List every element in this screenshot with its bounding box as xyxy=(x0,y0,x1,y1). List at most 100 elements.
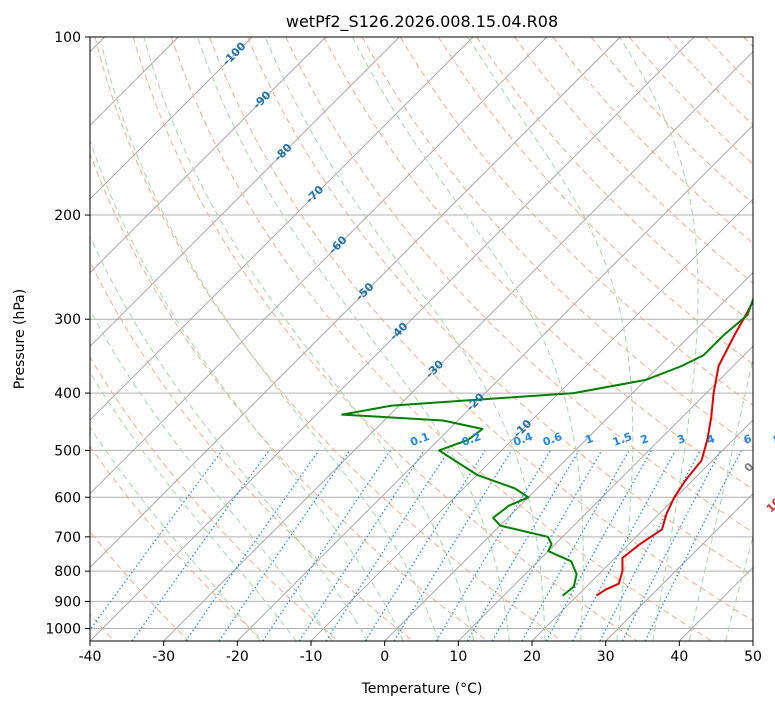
axes-layer: -40 -30 -20 -10 0 10 20 30 40 5010020030040050060… xyxy=(45,30,762,665)
chart-title: wetPf2_S126.2026.008.15.04.R08 xyxy=(286,12,558,32)
x-tick-label: -40 xyxy=(79,649,102,665)
moist-adiabat-line xyxy=(619,37,699,641)
x-tick-label: -30 xyxy=(152,649,175,665)
mixing-ratio-label: 0.4 xyxy=(512,430,535,449)
dry-adiabat-line xyxy=(90,356,339,641)
mixing-ratio-label: 8 xyxy=(771,432,775,447)
isotherm-label: -60 xyxy=(326,233,349,256)
moist-adiabat-line xyxy=(197,37,510,641)
isotherm-line xyxy=(237,124,753,641)
plot-frame xyxy=(89,36,754,642)
dry-adiabat-line xyxy=(705,37,753,87)
mixing-ratio-line xyxy=(599,450,701,641)
moist-adiabat-line xyxy=(143,37,475,641)
y-tick-label: 900 xyxy=(54,594,81,610)
dry-adiabat-line xyxy=(94,37,563,641)
isotherm-label: -30 xyxy=(423,357,446,380)
dry-adiabat-line xyxy=(132,37,638,641)
isotherm-line xyxy=(605,493,753,641)
dewpoint-profile-line xyxy=(341,296,753,597)
background-lines-layer xyxy=(90,37,753,641)
dry-adiabat-line xyxy=(323,37,753,491)
mixing-ratio-label: 0.1 xyxy=(408,430,431,449)
mixing-ratio-label: 3 xyxy=(676,432,688,447)
dry-adiabat-line xyxy=(285,37,753,534)
y-tick-label: 800 xyxy=(54,564,81,580)
isotherm-line xyxy=(90,37,326,274)
mixing-ratio-label: 0.6 xyxy=(541,430,564,449)
mixing-ratio-label: 1 xyxy=(583,432,595,447)
mixing-ratio-label: 0.2 xyxy=(460,430,483,449)
isotherm-line xyxy=(679,566,753,641)
mixing-ratio-line xyxy=(521,450,630,641)
grid-layer xyxy=(90,36,753,629)
moist-adiabat-line xyxy=(467,37,634,641)
dry-adiabat-line xyxy=(90,445,264,641)
isotherm-line xyxy=(90,37,621,568)
mixing-ratio-line xyxy=(435,450,552,641)
isotherm-label: -80 xyxy=(271,141,294,164)
dry-adiabat-line xyxy=(90,152,488,641)
isotherm-line xyxy=(163,51,753,641)
moist-adiabat-line xyxy=(90,138,404,641)
x-tick-label: 30 xyxy=(597,649,615,665)
isotherm-line xyxy=(458,345,753,641)
mixing-ratio-line xyxy=(325,450,450,641)
isotherm-label: -100 xyxy=(220,39,249,68)
moist-adiabat-line xyxy=(90,426,261,641)
isotherm-line xyxy=(90,37,400,347)
moist-adiabat-line xyxy=(688,355,753,641)
x-tick-label: -20 xyxy=(226,649,249,665)
y-tick-label: 500 xyxy=(54,443,81,459)
y-tick-label: 400 xyxy=(54,386,81,402)
dry-adiabat-line xyxy=(170,37,712,641)
mixing-ratio-line xyxy=(298,450,425,641)
isotherm-line xyxy=(531,419,753,641)
dry-adiabat-line xyxy=(247,37,753,577)
x-tick-label: -10 xyxy=(300,649,323,665)
mixing-ratio-line xyxy=(90,450,223,631)
isotherm-label: -50 xyxy=(353,280,376,303)
moist-adiabat-line xyxy=(264,37,546,641)
x-tick-label: 0 xyxy=(380,649,389,665)
mixing-ratio-line xyxy=(218,450,351,641)
dry-adiabat-line xyxy=(209,37,753,622)
y-tick-label: 100 xyxy=(54,30,81,46)
moist-adiabat-line xyxy=(725,534,753,641)
mixing-ratio-label: 4 xyxy=(705,432,717,447)
mixing-ratio-line xyxy=(262,450,391,641)
isotherm-line xyxy=(752,640,753,641)
y-axis-title: Pressure (hPa) xyxy=(12,289,28,389)
dry-adiabat-line xyxy=(90,260,414,641)
dry-adiabat-line xyxy=(743,37,753,48)
dry-adiabat-line xyxy=(90,530,190,641)
isotherm-line xyxy=(384,272,753,641)
moist-adiabat-label: 0 xyxy=(742,460,757,475)
moist-adiabat-line xyxy=(90,309,333,641)
moist-adiabat-line xyxy=(90,371,297,641)
isotherm-line xyxy=(90,37,253,200)
dry-adiabat-line xyxy=(590,37,753,205)
isotherm-label: -40 xyxy=(387,320,410,343)
line-labels-layer: -100-90-80-70-60-50-40-30-20-100.1 0.2 0.4… xyxy=(220,39,775,515)
mixing-ratio-label: 1.5 xyxy=(611,430,634,449)
y-tick-label: 300 xyxy=(54,312,81,328)
mixing-ratio-line xyxy=(131,450,270,641)
isotherm-label: -90 xyxy=(250,88,273,111)
mixing-ratio-label: 6 xyxy=(742,432,754,447)
temperature-profile-line xyxy=(595,298,753,597)
y-tick-label: 600 xyxy=(54,490,81,506)
y-tick-label: 1000 xyxy=(45,621,81,637)
isotherm-label: -20 xyxy=(464,390,487,413)
mixing-ratio-line xyxy=(644,450,743,641)
mixing-ratio-line xyxy=(545,450,652,641)
mixing-ratio-line xyxy=(185,450,320,641)
dry-adiabat-line xyxy=(399,37,753,406)
sounding-series-layer xyxy=(341,296,753,597)
mixing-ratio-label: 2 xyxy=(639,432,651,447)
isotherm-line xyxy=(90,37,474,421)
moist-adiabat-label: 10 xyxy=(764,495,775,515)
x-tick-label: 40 xyxy=(670,649,688,665)
x-tick-label: 20 xyxy=(523,649,541,665)
